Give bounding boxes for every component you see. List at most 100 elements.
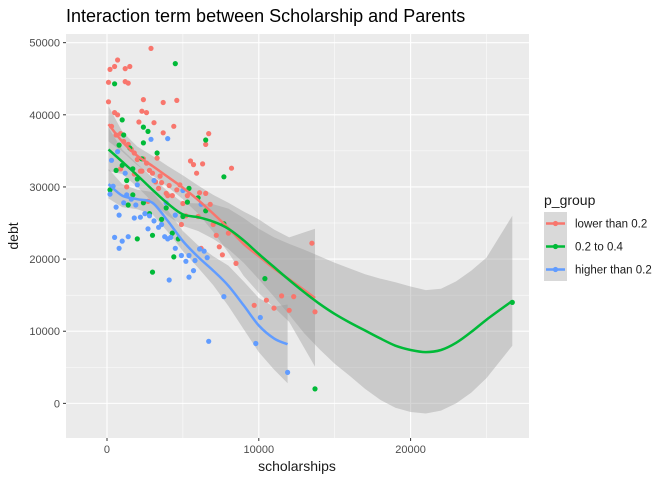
data-point — [157, 173, 163, 179]
data-point — [108, 157, 115, 163]
data-point — [139, 108, 145, 114]
y-axis-title: debt — [5, 222, 21, 249]
axis-ticks: 0 10000 20000 0 10000 20000 30000 40000 50000 — [29, 38, 425, 456]
confidence-band — [108, 127, 513, 414]
data-point — [309, 240, 315, 246]
data-point — [133, 202, 139, 208]
data-point — [149, 269, 156, 275]
data-point — [257, 314, 263, 321]
x-axis-title: scholarships — [258, 458, 336, 474]
data-point — [116, 245, 122, 251]
data-point — [203, 141, 209, 147]
data-point — [140, 97, 146, 103]
data-point — [151, 177, 157, 184]
data-point — [154, 150, 160, 156]
data-point — [112, 234, 118, 240]
data-point — [168, 234, 174, 240]
data-point — [122, 79, 128, 85]
x-tick-label: 20000 — [395, 444, 426, 456]
data-point — [174, 97, 180, 103]
data-point — [172, 212, 178, 218]
data-point — [197, 190, 203, 196]
data-point — [140, 140, 146, 146]
data-point — [186, 252, 192, 259]
data-point — [206, 131, 212, 137]
data-point — [112, 63, 118, 70]
data-point — [204, 255, 210, 261]
data-point — [115, 149, 121, 155]
legend-key-point — [552, 220, 559, 227]
data-point — [213, 232, 219, 238]
y-tick-label: 40000 — [29, 110, 60, 122]
data-point — [174, 187, 180, 193]
data-point — [130, 192, 136, 198]
data-point — [148, 136, 154, 142]
data-point — [169, 193, 175, 199]
data-point — [107, 66, 113, 72]
data-point — [163, 205, 169, 211]
data-point — [115, 57, 121, 63]
data-point — [200, 161, 206, 167]
data-point — [178, 252, 184, 259]
data-point — [151, 120, 157, 126]
data-point — [312, 386, 318, 392]
data-point — [142, 211, 148, 217]
data-point — [178, 221, 184, 228]
legend-key-point — [552, 243, 559, 250]
legend-label: lower than 0.2 — [575, 219, 647, 231]
data-point — [206, 338, 212, 344]
data-point — [113, 204, 119, 210]
data-point — [145, 226, 151, 232]
data-point — [122, 66, 128, 72]
data-point — [221, 294, 227, 300]
data-point — [271, 305, 277, 311]
y-tick-label: 10000 — [29, 326, 60, 338]
data-point — [125, 202, 131, 208]
data-point — [134, 182, 140, 188]
data-point — [286, 307, 292, 313]
data-point — [148, 45, 154, 52]
data-point — [160, 130, 166, 136]
data-point — [159, 216, 165, 222]
data-point — [139, 168, 145, 174]
legend-label: higher than 0.2 — [575, 265, 652, 277]
data-point — [127, 63, 133, 70]
legend-label: 0.2 to 0.4 — [575, 242, 624, 254]
data-point — [291, 294, 297, 300]
data-point — [151, 218, 157, 224]
data-point — [119, 117, 125, 123]
data-point — [140, 200, 146, 206]
data-point — [279, 293, 285, 299]
data-point — [192, 257, 198, 264]
data-point — [253, 340, 259, 347]
data-point — [263, 297, 269, 303]
data-point — [115, 112, 121, 118]
smooth-lines — [107, 123, 514, 354]
data-point — [219, 252, 225, 258]
data-point — [116, 212, 122, 218]
data-point — [171, 254, 177, 260]
data-point — [131, 215, 137, 221]
data-point — [159, 180, 165, 186]
data-point — [186, 185, 192, 191]
data-point — [201, 248, 207, 254]
data-point — [221, 174, 227, 180]
data-point — [225, 230, 231, 236]
data-point — [203, 190, 209, 196]
data-point — [203, 137, 209, 143]
data-point — [262, 276, 268, 282]
data-point — [312, 309, 318, 315]
data-point — [228, 165, 235, 171]
y-tick-label: 20000 — [29, 254, 60, 266]
data-point — [190, 268, 197, 274]
data-point — [251, 302, 257, 308]
legend-title: p_group — [544, 192, 596, 208]
data-point — [169, 230, 175, 236]
y-tick-label: 0 — [54, 398, 60, 410]
data-point — [149, 170, 156, 176]
data-point — [140, 124, 146, 130]
data-point — [105, 99, 112, 105]
data-point — [159, 221, 165, 228]
data-point — [105, 79, 112, 85]
